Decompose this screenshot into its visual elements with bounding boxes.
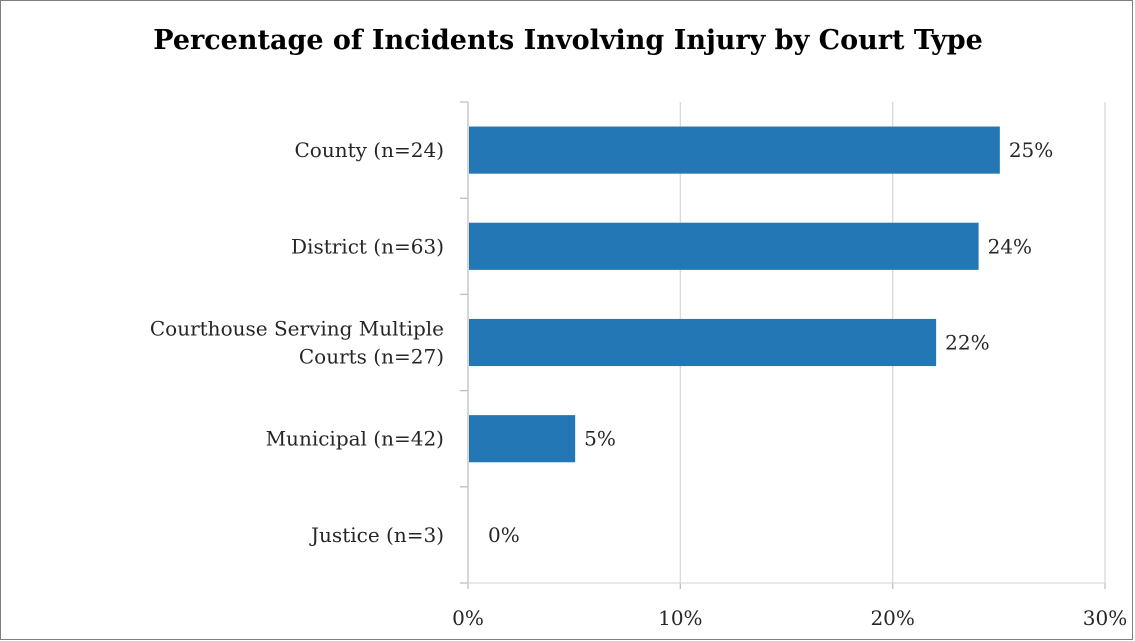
category-label: Courthouse Serving Multiple Courts (n=27) xyxy=(150,317,444,369)
data-label: 22% xyxy=(945,331,989,355)
bar xyxy=(469,415,576,463)
x-tick-label: 0% xyxy=(452,606,484,630)
x-tick-label: 20% xyxy=(870,606,914,630)
category-label: Justice (n=3) xyxy=(309,523,444,547)
x-tick-label: 30% xyxy=(1083,606,1127,630)
data-label: 24% xyxy=(988,234,1032,258)
data-label: 5% xyxy=(584,427,616,451)
data-label: 25% xyxy=(1009,138,1053,162)
category-label: Municipal (n=42) xyxy=(266,427,444,451)
data-label: 0% xyxy=(488,523,520,547)
bar xyxy=(469,318,937,367)
x-tick-label: 10% xyxy=(658,606,702,630)
bar xyxy=(469,222,979,270)
chart-title: Percentage of Incidents Involving Injury… xyxy=(153,25,983,56)
category-label: District (n=63) xyxy=(291,234,444,258)
category-label: County (n=24) xyxy=(295,138,445,162)
bar xyxy=(469,126,1000,174)
